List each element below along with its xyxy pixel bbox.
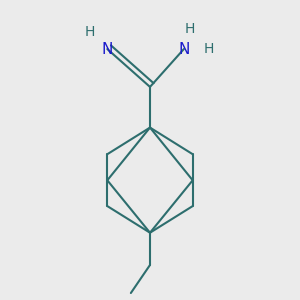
Text: N: N [102,41,113,56]
Text: N: N [178,41,190,56]
Text: H: H [204,42,214,56]
Text: H: H [85,25,95,39]
Text: H: H [184,22,195,36]
